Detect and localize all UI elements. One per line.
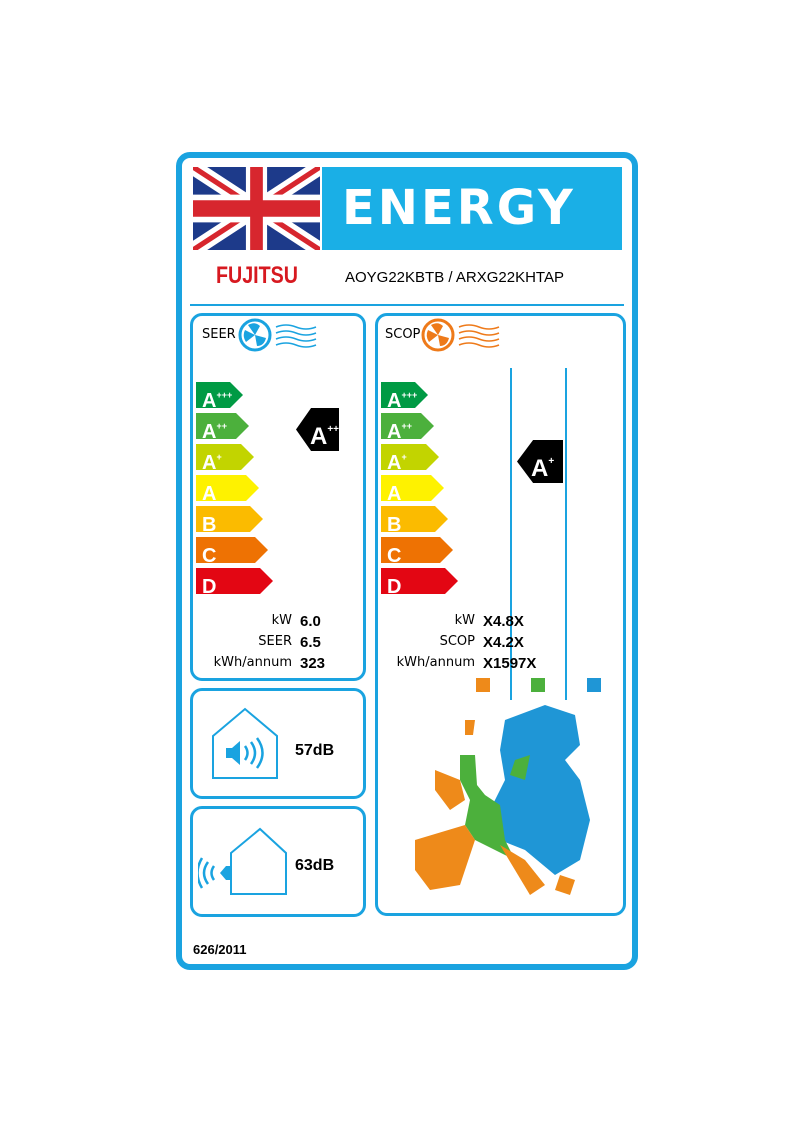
seer-row-value: 6.5 xyxy=(300,634,321,651)
average-zone-square xyxy=(531,678,545,692)
seer-class-arrow: A++ xyxy=(196,413,249,439)
scop-class-arrow: C xyxy=(381,537,453,563)
seer-row-value: 6.0 xyxy=(300,613,321,630)
model-number: AOYG22KBTB / ARXG22KHTAP xyxy=(345,269,564,286)
seer-row-label: SEER xyxy=(258,634,292,649)
scop-panel xyxy=(375,313,626,916)
seer-title: SEER xyxy=(202,327,236,342)
divider xyxy=(190,304,624,306)
seer-panel xyxy=(190,313,366,681)
seer-row-value: 323 xyxy=(300,655,326,672)
scop-rating-sup: + xyxy=(548,456,555,467)
class-letter: B xyxy=(387,514,402,536)
class-letter: A xyxy=(202,421,217,443)
seer-rating-letter: A xyxy=(310,423,328,450)
outdoor-noise-panel xyxy=(190,806,366,917)
europe-climate-map xyxy=(415,705,590,895)
scop-row-label: kWh/annum xyxy=(396,655,475,670)
scop-row-value: X4.8X xyxy=(483,613,524,630)
class-letter: A xyxy=(202,483,217,505)
class-sup: ++ xyxy=(216,421,227,431)
zone-divider xyxy=(565,368,567,700)
class-letter: A xyxy=(387,390,402,412)
seer-class-arrow: A xyxy=(196,475,259,501)
seer-row-label: kW xyxy=(271,613,292,628)
scop-class-arrow: A xyxy=(381,475,444,501)
seer-class-arrow: C xyxy=(196,537,268,563)
regulation-number: 626/2011 xyxy=(193,942,247,957)
class-letter: C xyxy=(387,545,402,567)
seer-row-label: kWh/annum xyxy=(213,655,292,670)
seer-class-arrow: B xyxy=(196,506,263,532)
cold-zone-square xyxy=(587,678,601,692)
energy-title: ENERGY xyxy=(322,167,622,250)
class-letter: A xyxy=(387,421,402,443)
label-frame xyxy=(176,152,638,970)
scop-row-label: kW xyxy=(454,613,475,628)
class-sup: +++ xyxy=(216,390,233,400)
scop-rating-letter: A xyxy=(531,455,549,482)
class-sup: +++ xyxy=(401,390,418,400)
class-sup: + xyxy=(216,452,222,462)
scop-class-arrow: A+ xyxy=(381,444,439,470)
warm-zone-square xyxy=(476,678,490,692)
outdoor-speaker-icon xyxy=(198,827,287,895)
scop-class-arrow: A++ xyxy=(381,413,434,439)
scop-row-value: X4.2X xyxy=(483,634,524,651)
indoor-noise-value: 57dB xyxy=(295,742,335,759)
scop-title: SCOP xyxy=(385,327,421,342)
scop-class-arrow: B xyxy=(381,506,448,532)
class-letter: D xyxy=(202,576,217,598)
scop-row-label: SCOP xyxy=(439,634,475,649)
heating-fan-icon xyxy=(421,318,500,352)
class-letter: A xyxy=(387,483,402,505)
class-letter: D xyxy=(387,576,402,598)
indoor-speaker-icon xyxy=(212,707,278,779)
scop-class-arrow: D xyxy=(381,568,458,594)
union-jack-flag xyxy=(193,167,320,250)
class-sup: + xyxy=(401,452,407,462)
brand-logo: FUJITSU xyxy=(216,262,299,289)
seer-class-arrow: D xyxy=(196,568,273,594)
zone-divider xyxy=(510,368,512,700)
cooling-fan-icon xyxy=(238,318,317,352)
seer-rating-sup: ++ xyxy=(327,424,340,435)
class-letter: A xyxy=(387,452,402,474)
indoor-noise-panel xyxy=(190,688,366,799)
class-sup: ++ xyxy=(401,421,412,431)
class-letter: A xyxy=(202,390,217,412)
class-letter: A xyxy=(202,452,217,474)
seer-class-arrow: A+ xyxy=(196,444,254,470)
outdoor-noise-value: 63dB xyxy=(295,857,335,874)
class-letter: B xyxy=(202,514,217,536)
class-letter: C xyxy=(202,545,217,567)
scop-row-value: X1597X xyxy=(483,655,537,672)
